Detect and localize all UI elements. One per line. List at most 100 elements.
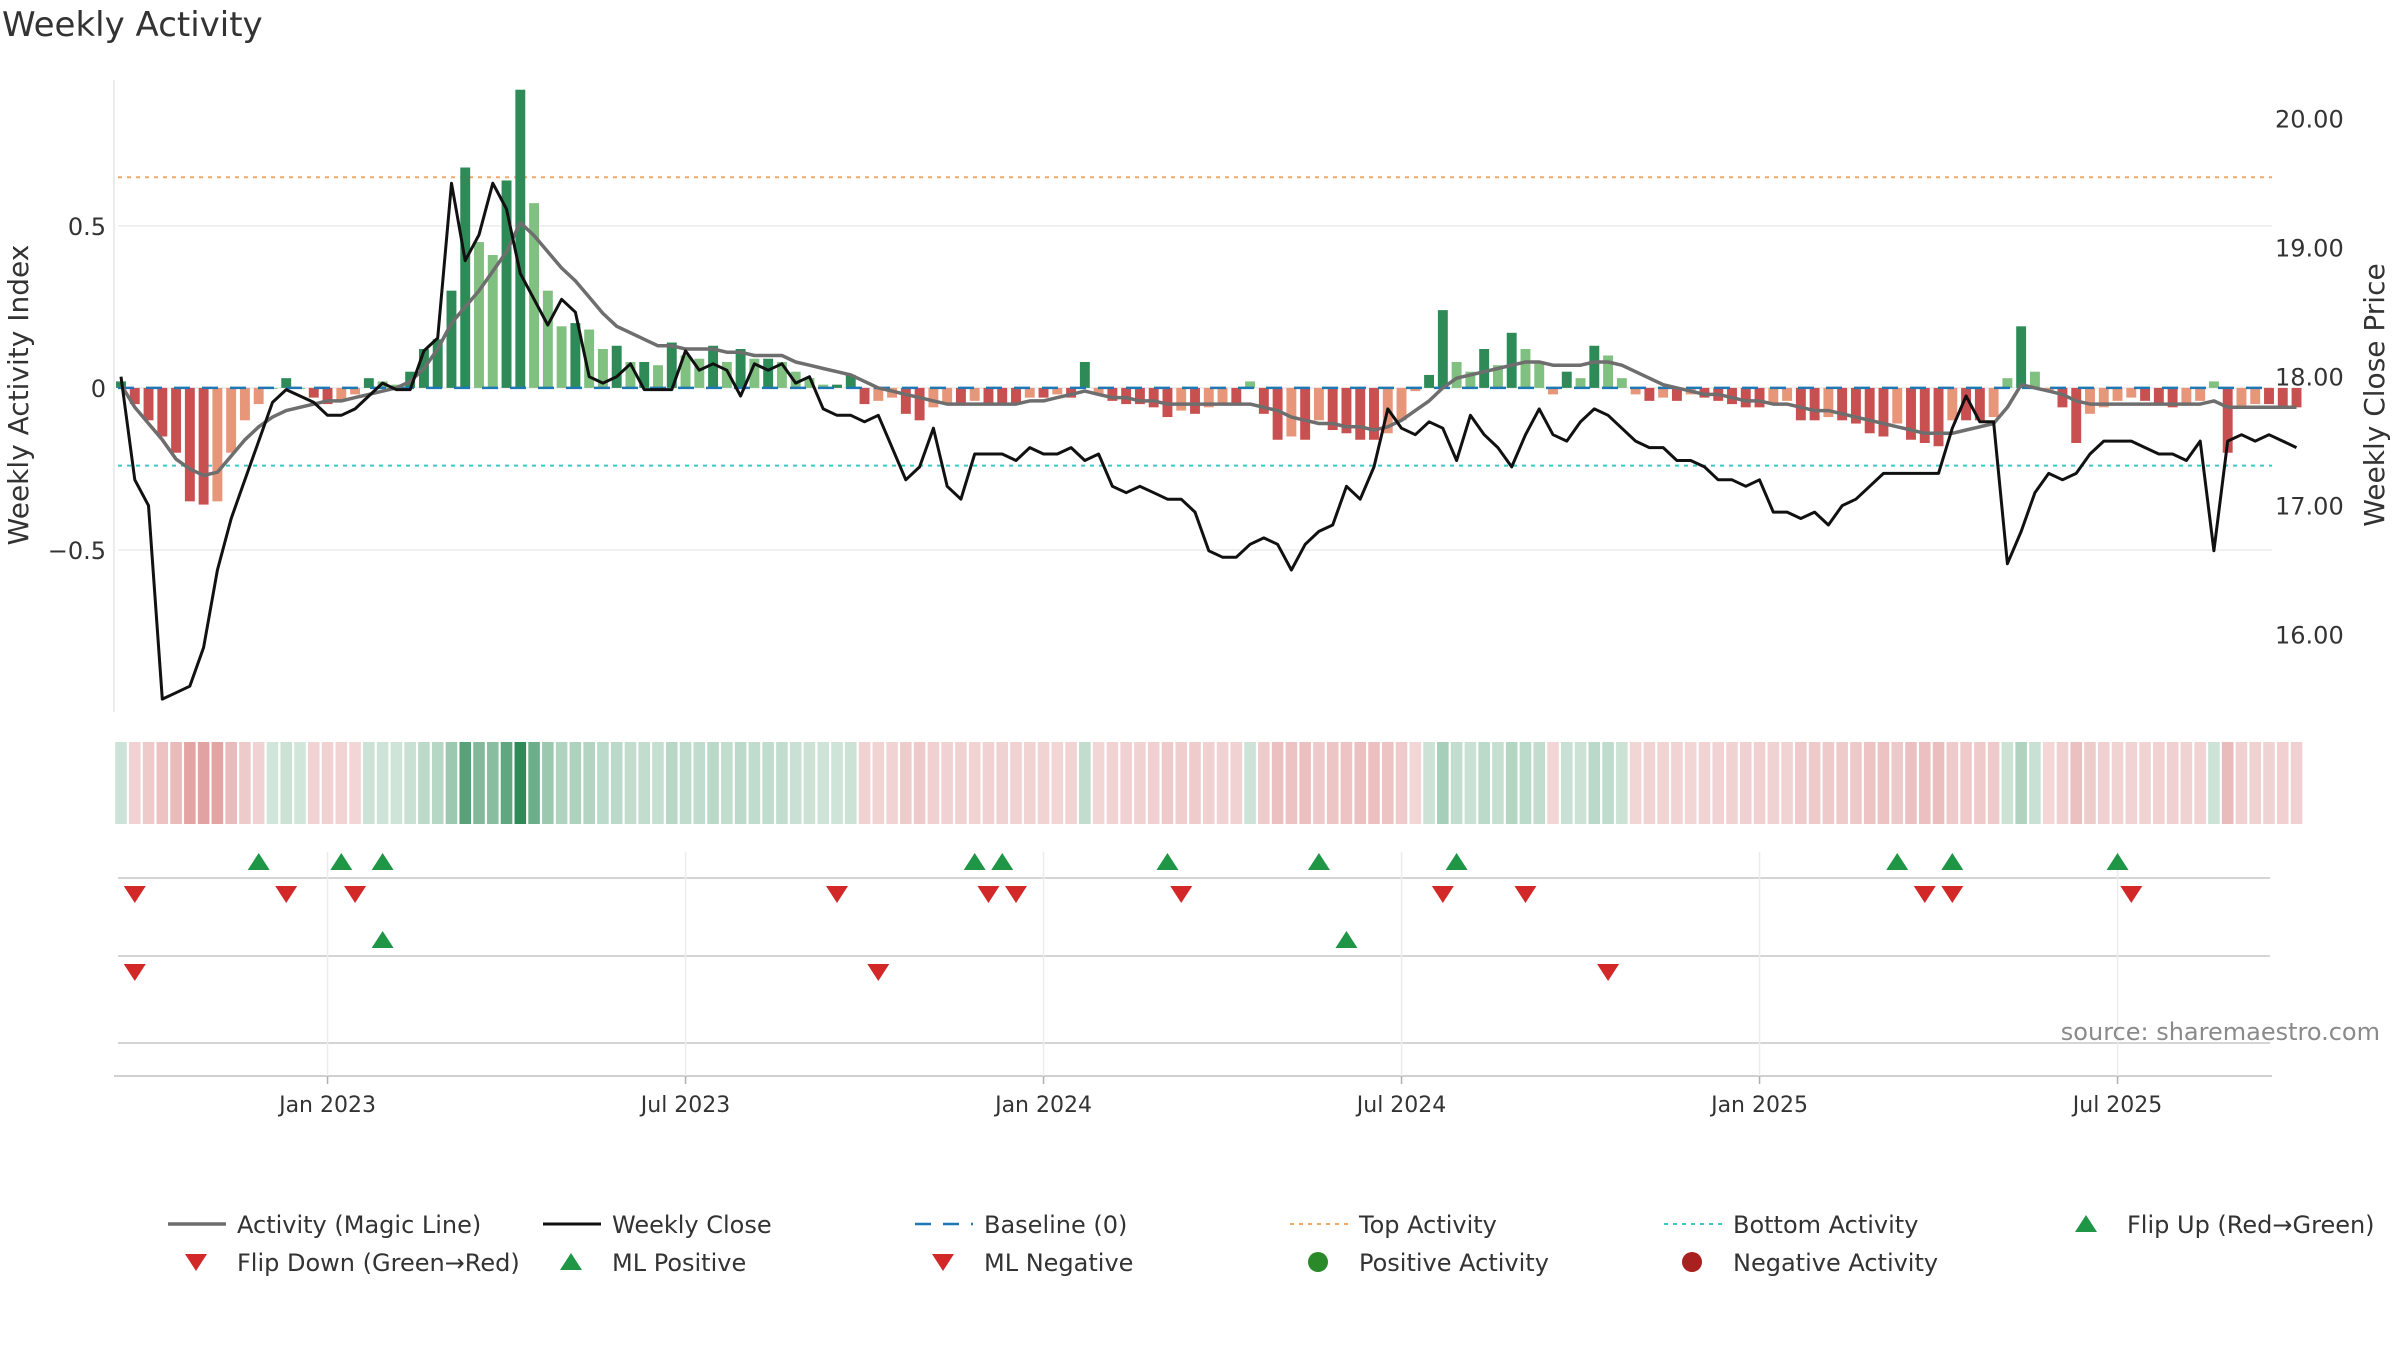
activity-bar-123 — [1809, 387, 1820, 421]
strip-cell-3 — [156, 742, 169, 824]
strip-cell-84 — [1271, 742, 1284, 824]
legend-label-close: Weekly Close — [612, 1211, 772, 1239]
activity-bar-147 — [2140, 387, 2151, 401]
x-tick-label-0: Jan 2023 — [277, 1093, 376, 1118]
strip-cell-52 — [831, 742, 843, 824]
y-tick-label-2: −0.5 — [48, 537, 106, 565]
activity-bar-83 — [1258, 387, 1269, 414]
y2-tick-label-1: 19.00 — [2275, 235, 2344, 263]
activity-bar-151 — [2195, 387, 2206, 401]
signal-lanes — [114, 877, 2272, 1077]
strip-cell-67 — [1037, 742, 1050, 824]
legend-item-baseline: Baseline (0) — [915, 1211, 1127, 1239]
strip-cell-131 — [1918, 742, 1931, 824]
strip-cell-157 — [2276, 742, 2289, 824]
strip-cell-95 — [1423, 742, 1435, 824]
activity-bar-60 — [942, 387, 953, 405]
activity-bar-79 — [1203, 387, 1214, 408]
strip-cell-45 — [734, 742, 747, 824]
y-axis-label: Weekly Activity Index — [2, 245, 35, 546]
activity-bar-47 — [763, 358, 774, 388]
y2-tick-label-2: 18.00 — [2275, 364, 2344, 392]
strip-cell-65 — [1010, 742, 1022, 824]
activity-bar-81 — [1231, 387, 1242, 405]
strip-cell-87 — [1313, 742, 1325, 824]
strip-cell-107 — [1588, 742, 1601, 824]
activity-bar-55 — [873, 387, 884, 401]
strip-cell-144 — [2097, 742, 2110, 824]
strip-cell-72 — [1106, 742, 1119, 824]
legend-label-flipdown: Flip Down (Green→Red) — [237, 1249, 520, 1277]
activity-bar-146 — [2126, 387, 2137, 398]
flip-up-marker-1 — [330, 853, 353, 870]
strip-cell-24 — [445, 742, 458, 824]
flip-up-marker-9 — [1941, 853, 1964, 870]
activity-bar-124 — [1823, 387, 1834, 418]
activity-bar-3 — [157, 387, 168, 437]
strip-cell-129 — [1891, 742, 1904, 824]
strip-cell-147 — [2139, 742, 2151, 824]
activity-bar-70 — [1079, 361, 1090, 388]
strip-cell-153 — [2221, 742, 2234, 824]
strip-cell-130 — [1905, 742, 1917, 824]
legend-swatch-posact — [1308, 1252, 1328, 1272]
activity-bar-139 — [2029, 371, 2040, 388]
strip-cell-92 — [1381, 742, 1394, 824]
strip-cell-29 — [514, 742, 527, 824]
activity-bar-99 — [1479, 349, 1490, 388]
legend-label-negact: Negative Activity — [1733, 1249, 1938, 1277]
activity-bar-129 — [1892, 387, 1903, 424]
ml-negative-marker-0 — [123, 964, 146, 981]
activity-bar-27 — [487, 255, 498, 388]
activity-bar-143 — [2085, 387, 2095, 414]
activity-bar-82 — [1245, 381, 1256, 388]
strip-cell-42 — [693, 742, 706, 824]
strip-cell-103 — [1533, 742, 1546, 824]
activity-bar-153 — [2222, 387, 2233, 453]
vertical-gridlines — [326, 852, 2119, 1076]
activity-bar-148 — [2153, 387, 2164, 405]
strip-cell-105 — [1560, 742, 1573, 824]
activity-bar-32 — [556, 326, 567, 388]
strip-cell-97 — [1450, 742, 1463, 824]
legend-item-flipup: Flip Up (Red→Green) — [2075, 1211, 2375, 1239]
strip-cell-71 — [1092, 742, 1105, 824]
strip-cell-108 — [1602, 742, 1614, 824]
strip-cell-50 — [803, 742, 816, 824]
strip-cell-120 — [1767, 742, 1780, 824]
strip-cell-9 — [239, 742, 251, 824]
strip-cell-37 — [624, 742, 637, 824]
activity-bar-80 — [1217, 387, 1228, 405]
strip-cell-132 — [1932, 742, 1945, 824]
activity-bar-119 — [1754, 387, 1765, 408]
strip-cell-118 — [1739, 742, 1752, 824]
strip-cell-32 — [555, 742, 568, 824]
strip-cell-146 — [2125, 742, 2138, 824]
strip-cell-13 — [294, 742, 306, 824]
activity-bar-149 — [2167, 387, 2178, 408]
activity-bar-16 — [336, 387, 347, 401]
activity-bar-101 — [1506, 332, 1517, 388]
strip-cell-11 — [266, 742, 279, 824]
legend-item-close: Weekly Close — [543, 1211, 772, 1239]
strip-cell-21 — [404, 742, 416, 824]
flip-up-marker-4 — [991, 853, 1014, 870]
activity-bar-25 — [460, 167, 471, 388]
strip-cell-70 — [1079, 742, 1091, 824]
strip-cell-73 — [1120, 742, 1132, 824]
flip-down-marker-8 — [1514, 886, 1537, 903]
activity-bar-51 — [818, 384, 829, 388]
activity-bar-131 — [1919, 387, 1930, 443]
activity-bar-128 — [1878, 387, 1889, 437]
activity-bar-38 — [639, 361, 650, 388]
strip-cell-79 — [1202, 742, 1215, 824]
strip-cell-134 — [1960, 742, 1972, 824]
legend-item-negact: Negative Activity — [1682, 1249, 1938, 1277]
strip-cell-7 — [211, 742, 224, 824]
activity-bar-156 — [2264, 387, 2274, 405]
flip-up-marker-5 — [1156, 853, 1179, 870]
strip-cell-139 — [2029, 742, 2041, 824]
activity-bar-105 — [1561, 371, 1572, 388]
activity-bar-39 — [653, 365, 663, 388]
